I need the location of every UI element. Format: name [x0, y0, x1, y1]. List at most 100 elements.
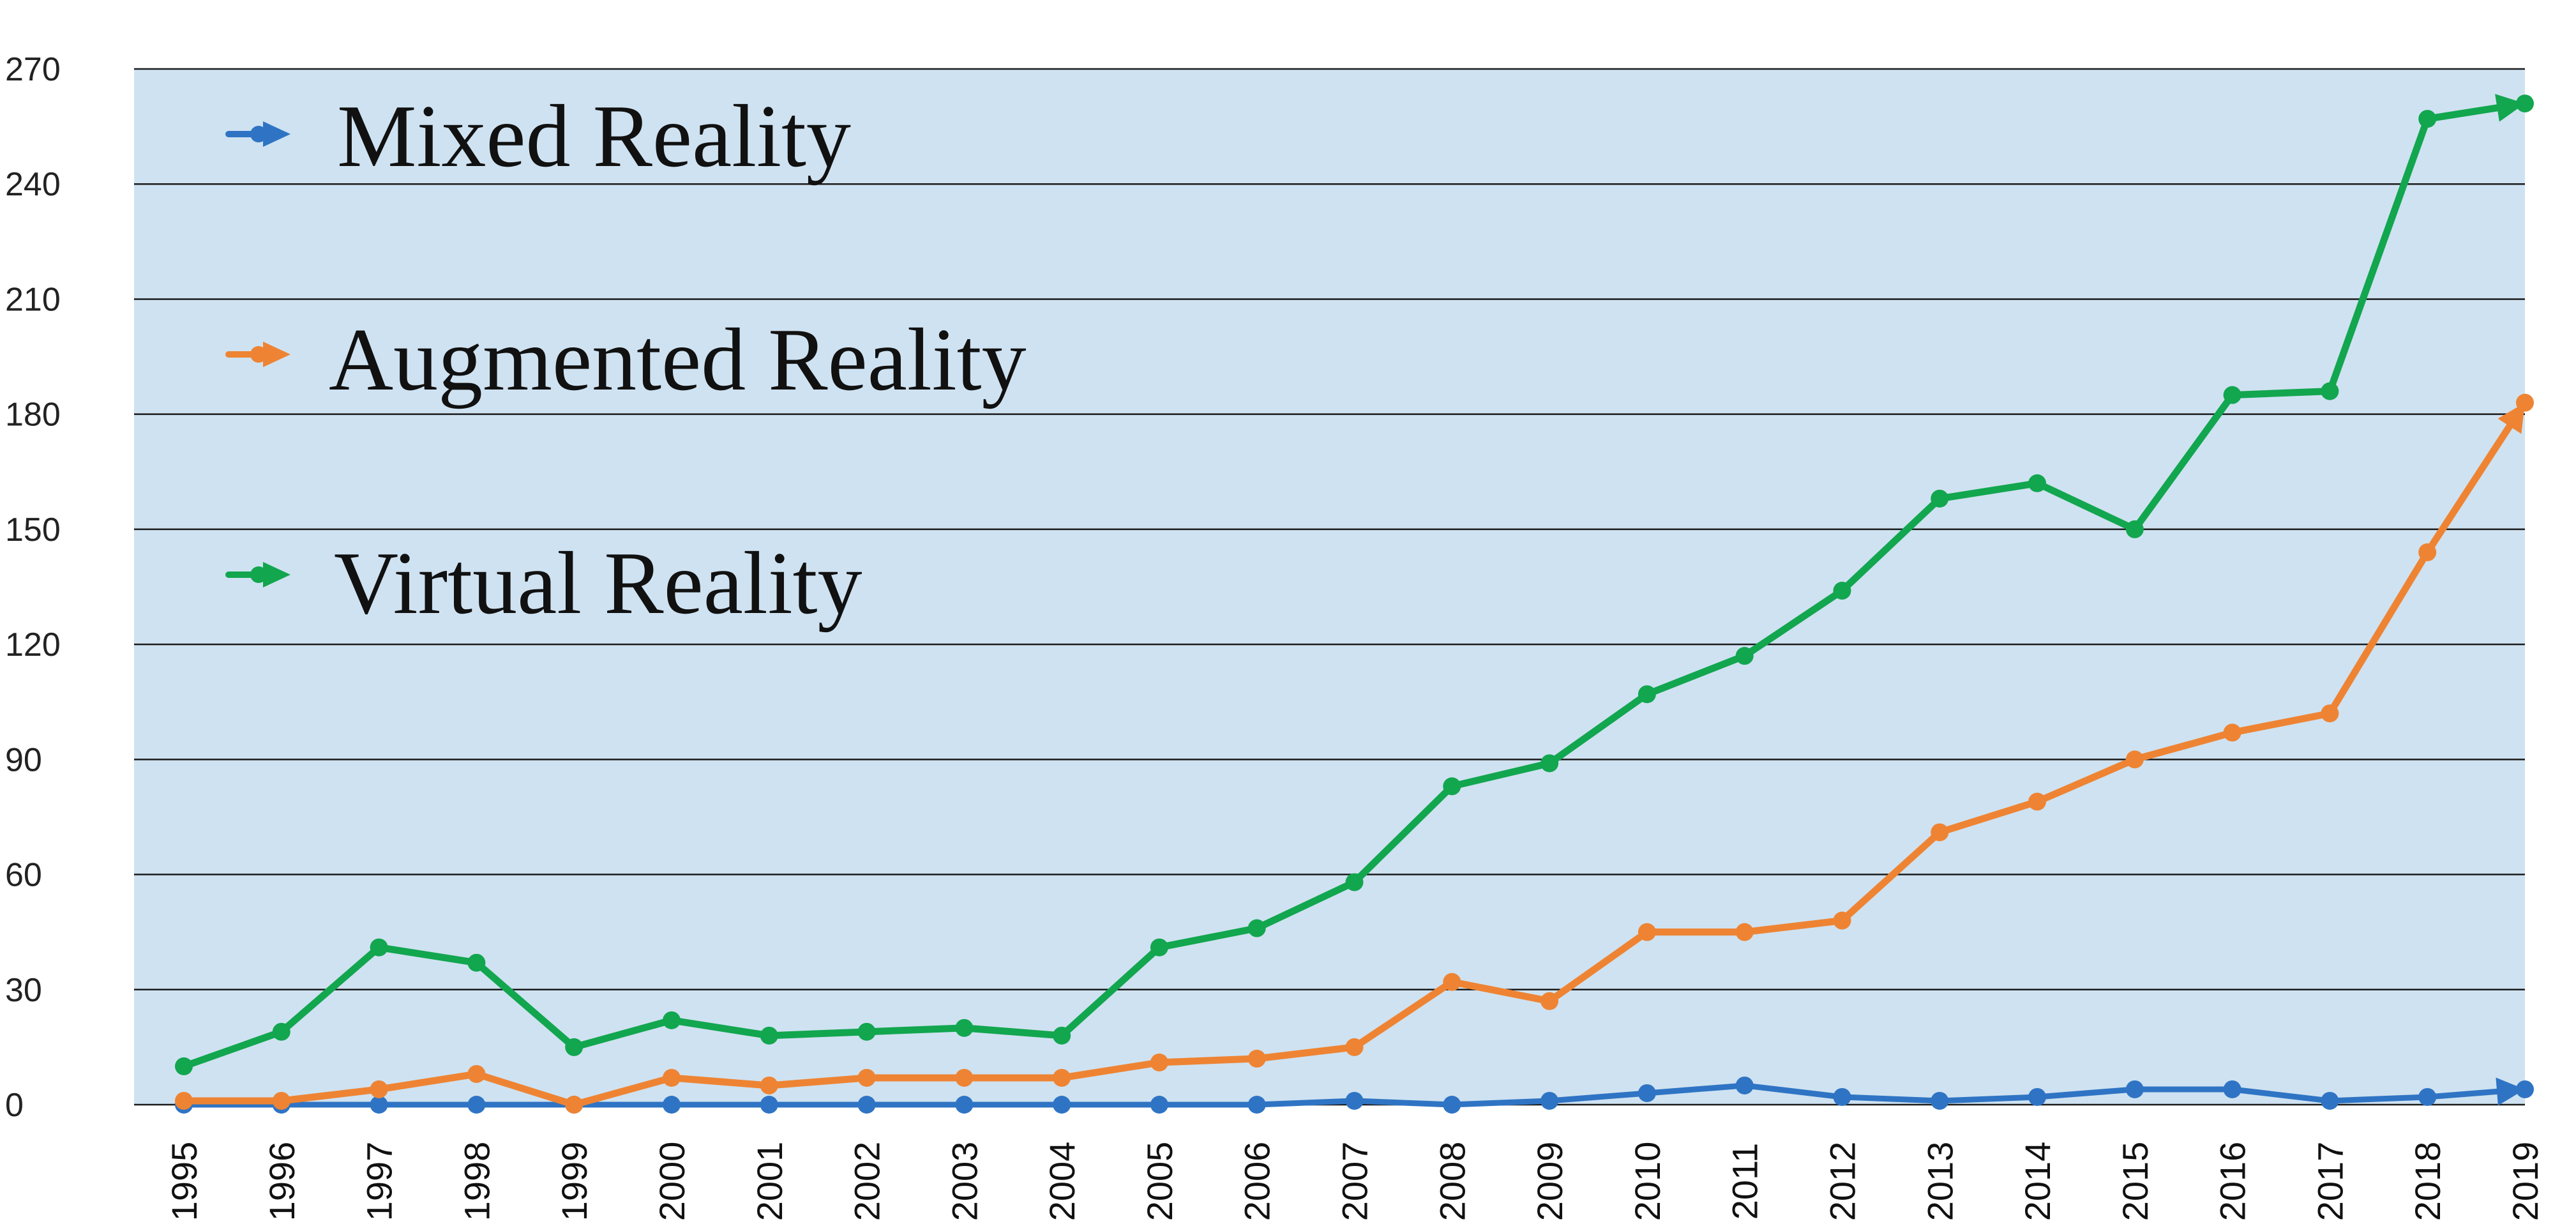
data-point-mixed-reality — [1345, 1091, 1364, 1110]
data-point-augmented-reality — [2223, 723, 2241, 742]
data-point-virtual-reality — [1735, 647, 1754, 665]
data-point-mixed-reality — [1638, 1084, 1656, 1102]
series-lines — [175, 94, 2534, 1114]
data-point-augmented-reality — [1053, 1068, 1071, 1087]
data-point-augmented-reality — [662, 1068, 681, 1087]
x-tick-label: 1996 — [262, 1142, 302, 1222]
legend-arrow — [263, 121, 290, 147]
y-tick-label: 90 — [5, 741, 42, 778]
legend-dot — [250, 126, 267, 142]
gridlines — [134, 68, 2525, 1106]
x-tick-label: 2018 — [2407, 1142, 2448, 1222]
x-tick-label: 2006 — [1237, 1142, 1277, 1222]
x-tick-label: 2003 — [944, 1142, 984, 1222]
x-tick-label: 2014 — [2017, 1142, 2058, 1222]
legend-label-augmented-reality: Augmented Reality — [329, 310, 1027, 409]
data-point-mixed-reality — [2321, 1091, 2339, 1110]
x-tick-label: 2016 — [2213, 1142, 2253, 1222]
x-tick-label: 1999 — [554, 1142, 594, 1222]
data-point-augmented-reality — [467, 1064, 486, 1083]
data-point-mixed-reality — [1931, 1091, 1949, 1110]
data-point-virtual-reality — [2125, 520, 2144, 538]
data-point-virtual-reality — [175, 1057, 193, 1075]
y-tick-label: 210 — [5, 281, 61, 318]
series-virtual-reality — [175, 94, 2534, 1075]
data-point-virtual-reality — [370, 938, 388, 957]
legend-marker-augmented-reality — [225, 342, 290, 367]
x-tick-label: 2011 — [1725, 1143, 1765, 1220]
data-point-augmented-reality — [1443, 972, 1461, 991]
y-tick-label: 180 — [5, 397, 61, 434]
y-axis-ticks: 0 30 60 90 120 150 180 210 240 270 — [5, 51, 61, 1124]
data-point-augmented-reality — [955, 1068, 974, 1087]
x-tick-label: 1997 — [359, 1142, 400, 1222]
data-point-augmented-reality — [760, 1076, 778, 1094]
data-point-virtual-reality — [2321, 382, 2339, 400]
x-tick-label: 2004 — [1042, 1142, 1082, 1222]
legend: Mixed Reality Augmented Reality Virtual … — [225, 87, 1027, 633]
data-point-virtual-reality — [272, 1022, 290, 1041]
legend-item-mixed-reality: Mixed Reality — [225, 87, 851, 186]
legend-dot — [250, 346, 267, 363]
data-point-virtual-reality — [1053, 1026, 1071, 1045]
legend-label-virtual-reality: Virtual Reality — [334, 534, 862, 633]
data-point-mixed-reality — [370, 1096, 388, 1114]
data-point-virtual-reality — [2028, 474, 2047, 492]
data-point-augmented-reality — [2418, 543, 2437, 561]
data-point-virtual-reality — [1345, 873, 1364, 891]
x-tick-label: 2001 — [749, 1142, 790, 1222]
data-point-augmented-reality — [2125, 750, 2144, 769]
data-point-virtual-reality — [1931, 489, 1949, 508]
x-tick-label: 1998 — [456, 1142, 497, 1222]
data-point-virtual-reality — [2223, 386, 2241, 404]
data-point-virtual-reality — [1247, 919, 1266, 937]
data-point-virtual-reality — [857, 1022, 876, 1041]
x-tick-label: 1995 — [164, 1142, 204, 1222]
legend-marker-mixed-reality — [225, 121, 290, 147]
data-point-mixed-reality — [1150, 1096, 1168, 1114]
x-tick-label: 2009 — [1530, 1142, 1570, 1222]
data-point-mixed-reality — [857, 1096, 876, 1114]
x-tick-label: 2013 — [1920, 1142, 1960, 1222]
data-point-virtual-reality — [662, 1011, 681, 1029]
data-point-mixed-reality — [662, 1096, 681, 1114]
data-point-virtual-reality — [565, 1038, 584, 1056]
data-point-mixed-reality — [1540, 1091, 1559, 1110]
x-tick-label: 2010 — [1627, 1142, 1668, 1222]
y-tick-label: 120 — [5, 626, 61, 663]
data-point-augmented-reality — [2321, 704, 2339, 723]
data-point-virtual-reality — [1540, 754, 1559, 773]
x-tick-label: 2007 — [1335, 1142, 1375, 1222]
data-point-mixed-reality — [1053, 1096, 1071, 1114]
data-point-mixed-reality — [1735, 1076, 1754, 1094]
legend-arrow — [263, 342, 290, 367]
data-point-mixed-reality — [1833, 1087, 1851, 1106]
legend-arrow — [263, 562, 290, 587]
y-tick-label: 0 — [5, 1087, 24, 1124]
data-point-augmented-reality — [1345, 1038, 1364, 1056]
series-end-arrow-mixed-reality — [2496, 1077, 2525, 1106]
x-tick-label: 2005 — [1140, 1142, 1180, 1222]
data-point-augmented-reality — [370, 1080, 388, 1098]
data-point-augmented-reality — [2028, 792, 2047, 811]
data-point-mixed-reality — [467, 1096, 486, 1114]
data-point-mixed-reality — [2223, 1080, 2241, 1098]
data-point-virtual-reality — [2418, 110, 2437, 128]
data-point-augmented-reality — [1638, 923, 1656, 941]
data-point-mixed-reality — [2028, 1087, 2047, 1106]
data-point-mixed-reality — [1247, 1096, 1266, 1114]
data-point-virtual-reality — [955, 1018, 974, 1037]
x-tick-label: 2017 — [2310, 1142, 2350, 1222]
data-point-mixed-reality — [1443, 1096, 1461, 1114]
y-tick-label: 60 — [5, 857, 42, 894]
data-point-augmented-reality — [272, 1091, 290, 1110]
series-end-arrow-augmented-reality — [2497, 402, 2525, 434]
data-point-augmented-reality — [857, 1068, 876, 1087]
x-tick-label: 2000 — [652, 1142, 692, 1222]
data-point-mixed-reality — [2418, 1087, 2437, 1106]
data-point-virtual-reality — [1638, 685, 1656, 704]
series-end-arrow-virtual-reality — [2495, 94, 2525, 122]
data-point-virtual-reality — [1150, 938, 1168, 957]
